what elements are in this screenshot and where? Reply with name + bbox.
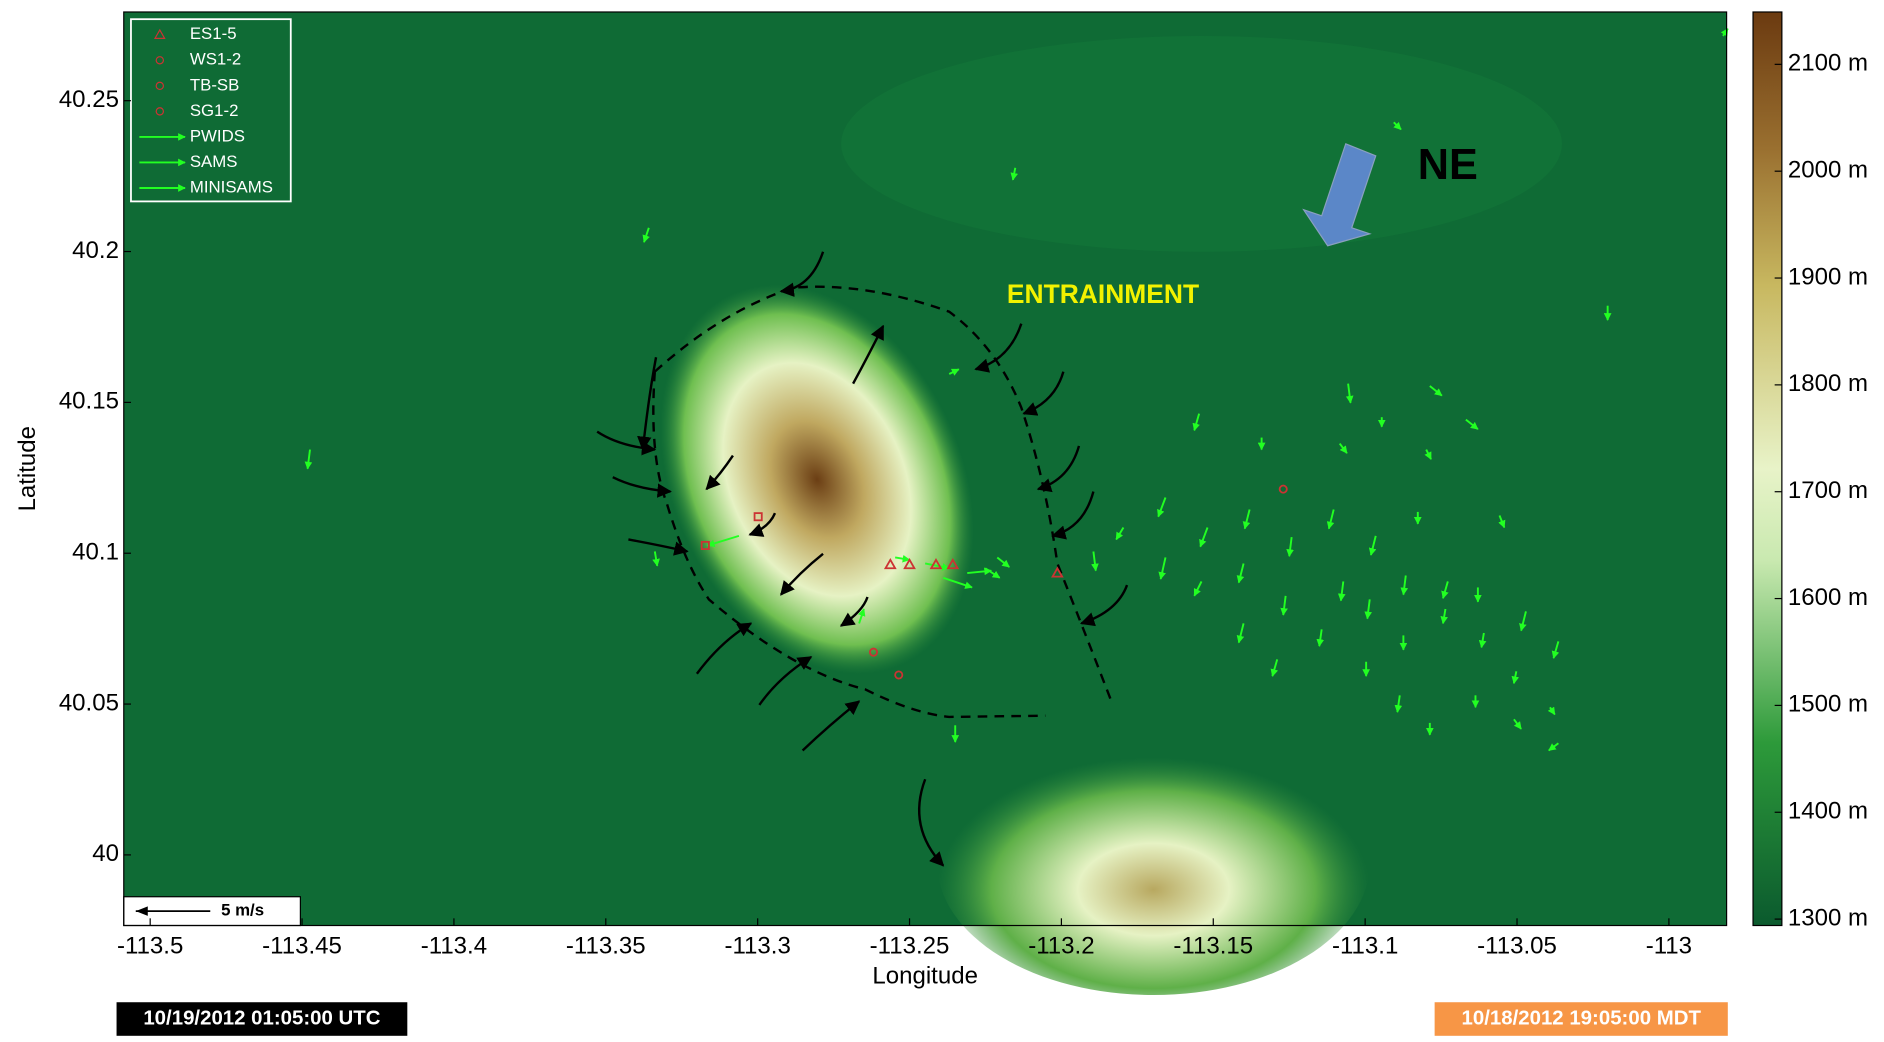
x-tick-label: -113.15 bbox=[1173, 932, 1253, 959]
local-time: 10/18/2012 19:05:00 MDT bbox=[1461, 1007, 1701, 1029]
x-tick-label: -113.45 bbox=[262, 932, 342, 959]
colorbar-tick-label: 1300 m bbox=[1788, 904, 1868, 931]
x-tick-label: -113 bbox=[1646, 932, 1692, 959]
colorbar-tick-label: 2000 m bbox=[1788, 157, 1868, 184]
y-tick-label: 40.15 bbox=[59, 388, 119, 415]
map-area: NE ENTRAINMENT 5 m/s ES1-5 WS1-2 TB-SB SG1-… bbox=[124, 12, 1728, 995]
y-tick-label: 40.1 bbox=[72, 539, 119, 566]
x-tick-label: -113.4 bbox=[421, 932, 487, 959]
terrain-ridge bbox=[937, 731, 1370, 995]
wind-label: NE bbox=[1418, 141, 1478, 189]
y-tick-label: 40.05 bbox=[59, 689, 119, 716]
legend-label: SG1-2 bbox=[190, 101, 239, 120]
x-tick-label: -113.05 bbox=[1477, 932, 1557, 959]
scale-label: 5 m/s bbox=[221, 901, 264, 920]
map-figure: NE ENTRAINMENT 5 m/s ES1-5 WS1-2 TB-SB SG1-… bbox=[0, 0, 1884, 1037]
legend: ES1-5 WS1-2 TB-SB SG1-2 PWIDS SAMS MINISAMS bbox=[131, 19, 291, 201]
legend-label: WS1-2 bbox=[190, 50, 241, 69]
y-axis-label: Latitude bbox=[14, 426, 41, 511]
colorbar-tick-label: 1700 m bbox=[1788, 477, 1868, 504]
colorbar-tick-label: 1900 m bbox=[1788, 263, 1868, 290]
y-tick-label: 40.2 bbox=[72, 237, 119, 264]
colorbar-tick-label: 1600 m bbox=[1788, 584, 1868, 611]
legend-label: MINISAMS bbox=[190, 177, 273, 196]
legend-label: PWIDS bbox=[190, 126, 245, 145]
x-tick-label: -113.3 bbox=[724, 932, 790, 959]
x-tick-label: -113.1 bbox=[1332, 932, 1398, 959]
zone-label: ENTRAINMENT bbox=[1007, 279, 1199, 309]
legend-label: SAMS bbox=[190, 152, 238, 171]
legend-label: TB-SB bbox=[190, 75, 240, 94]
legend-label: ES1-5 bbox=[190, 24, 237, 43]
colorbar bbox=[1753, 12, 1782, 926]
y-tick-label: 40.25 bbox=[59, 86, 119, 113]
utc-time: 10/19/2012 01:05:00 UTC bbox=[143, 1007, 380, 1029]
y-tick-label: 40 bbox=[92, 840, 119, 867]
x-axis-label: Longitude bbox=[872, 962, 978, 989]
colorbar-tick-label: 1500 m bbox=[1788, 691, 1868, 718]
x-tick-label: -113.35 bbox=[566, 932, 646, 959]
x-tick-label: -113.2 bbox=[1028, 932, 1094, 959]
x-tick-label: -113.25 bbox=[870, 932, 950, 959]
colorbar-tick-label: 2100 m bbox=[1788, 50, 1868, 77]
x-tick-label: -113.5 bbox=[117, 932, 183, 959]
colorbar-tick-label: 1800 m bbox=[1788, 370, 1868, 397]
colorbar-tick-label: 1400 m bbox=[1788, 798, 1868, 825]
